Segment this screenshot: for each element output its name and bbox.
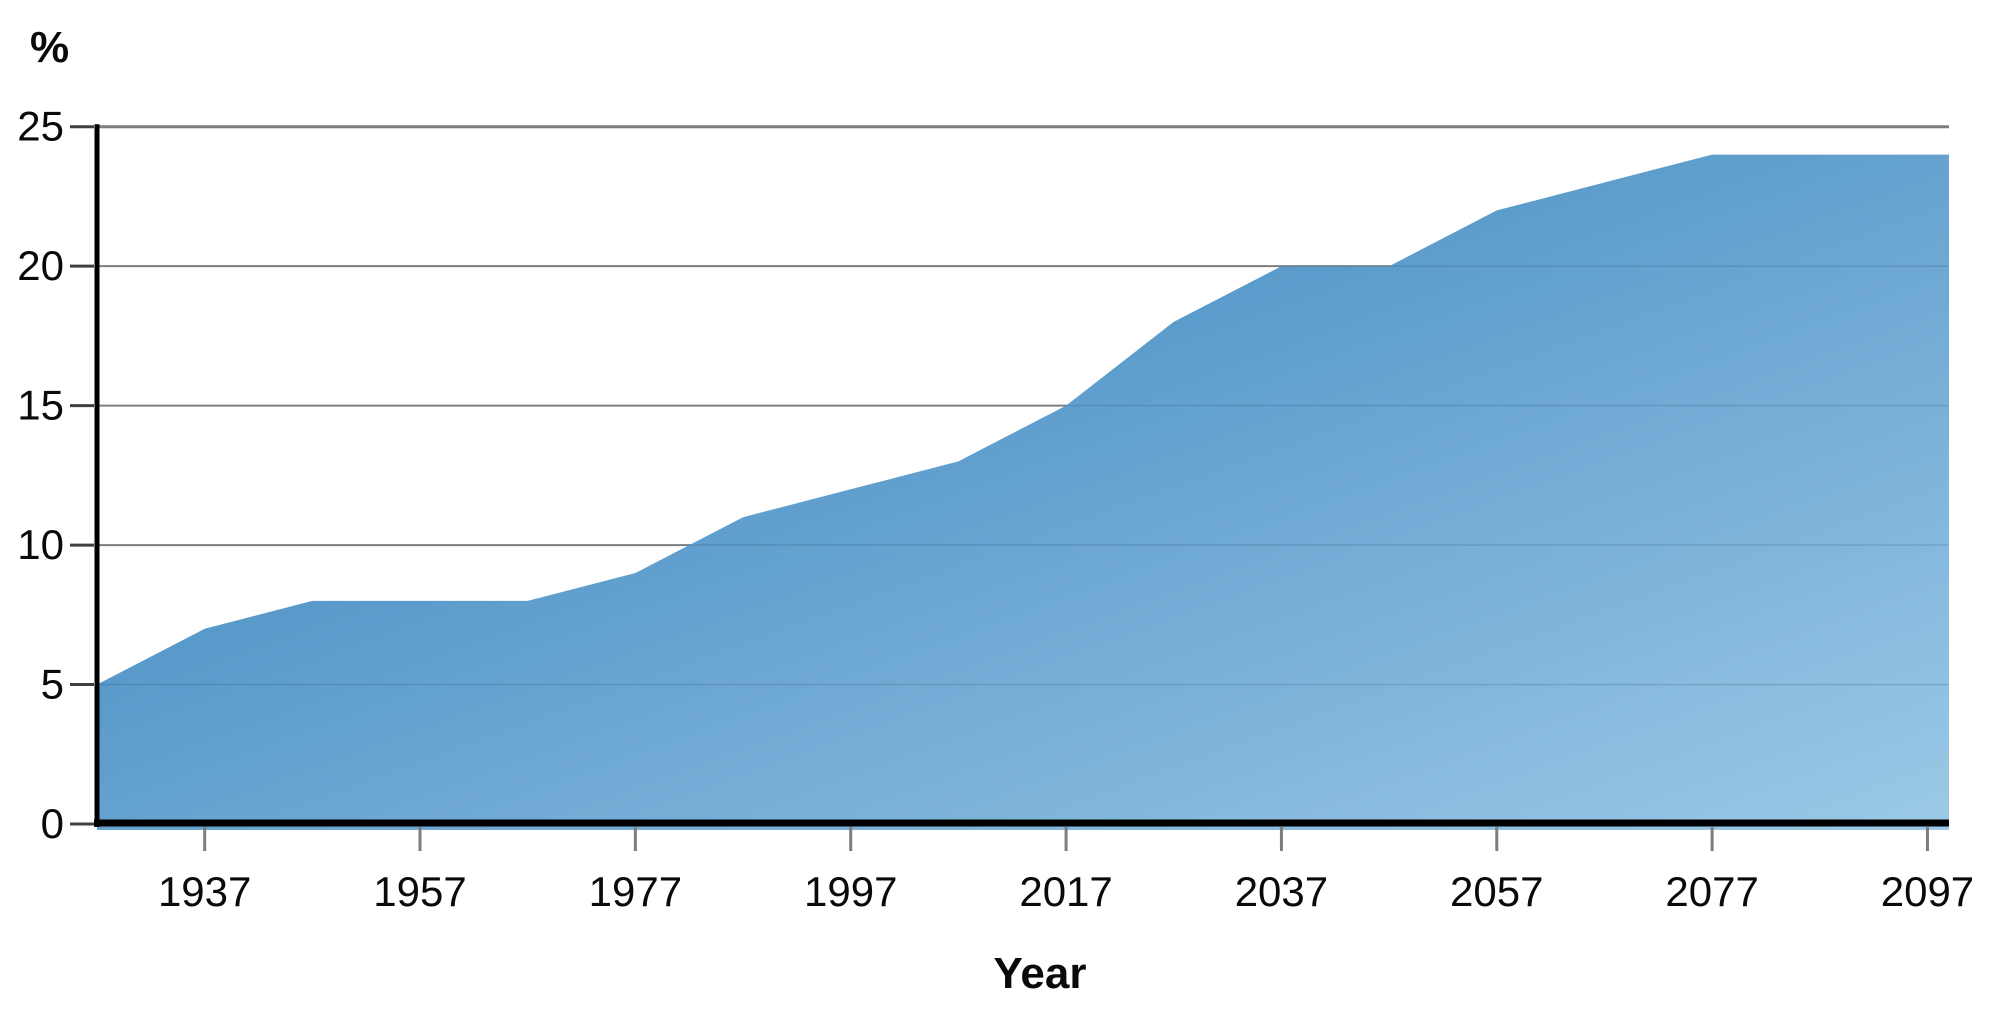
x-tick-label: 1977 (589, 868, 682, 915)
x-tick-label: 1957 (373, 868, 466, 915)
y-tick-label: 20 (17, 242, 64, 289)
x-tick-label: 2097 (1881, 868, 1974, 915)
x-tick-label: 2017 (1019, 868, 1112, 915)
y-tick-label: 5 (41, 661, 64, 708)
tick-marks (70, 125, 1929, 851)
x-tick-label: 2057 (1450, 868, 1543, 915)
area-fill (97, 154, 1949, 831)
axes (94, 124, 1949, 827)
y-tick-label: 25 (17, 103, 64, 150)
x-tick-label: 1937 (158, 868, 251, 915)
x-tick-label: 2077 (1665, 868, 1758, 915)
x-axis-title: Year (994, 949, 1087, 998)
tick-labels: 0 5 10 15 20 25 1937 1957 1977 1997 2017 2037 2057 20… (17, 103, 1974, 915)
x-tick-label: 1997 (804, 868, 897, 915)
x-tick-label: 2037 (1235, 868, 1328, 915)
y-tick-label: 0 (41, 800, 64, 847)
y-axis-title: % (30, 23, 69, 72)
y-tick-label: 15 (17, 382, 64, 429)
y-tick-label: 10 (17, 521, 64, 568)
gridlines-overlay (97, 265, 1949, 686)
